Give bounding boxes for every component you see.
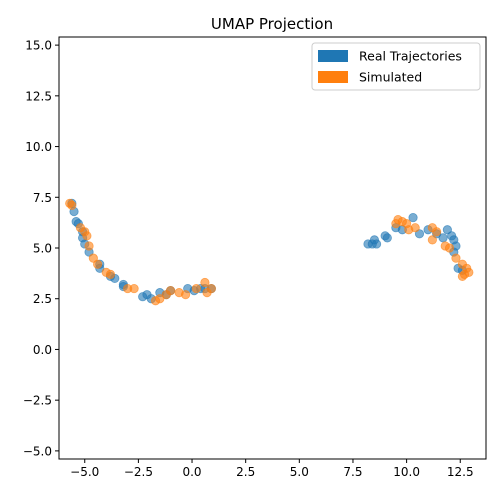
scatter-point-series-2 (105, 269, 116, 279)
scatter-point-series-2 (129, 283, 139, 294)
scatter-point-series-2 (410, 223, 420, 233)
y-tick-label: −5.0 (23, 444, 52, 458)
scatter-point-series-2 (427, 235, 437, 245)
scatter-point-series-2 (84, 241, 94, 251)
legend-box (311, 42, 481, 91)
x-tick-label: 10.0 (393, 465, 420, 479)
y-axis: −5.0 −2.5 0.0 2.5 5.0 7.5 10.0 12.5 15.0 (23, 39, 59, 458)
x-tick-label: −5.0 (70, 465, 99, 479)
scatter-point-series-2 (464, 267, 474, 277)
y-tick-label: 2.5 (33, 292, 52, 306)
scatter-point-series-2 (82, 231, 92, 241)
legend-swatch-series-1 (318, 50, 348, 62)
y-tick-label: −2.5 (23, 394, 52, 408)
scatter-point-series-2 (206, 283, 216, 294)
legend-label-series-1: Real Trajectories (359, 49, 462, 64)
scatter-point-series-2 (451, 253, 461, 263)
scatter-point-series-2 (155, 294, 165, 304)
y-tick-label: 10.0 (25, 140, 52, 154)
scatter-point-series-2 (180, 290, 191, 300)
scatter-point-series-2 (457, 271, 467, 282)
plot-area-frame (58, 36, 487, 460)
scatter-point-series-1 (371, 239, 382, 249)
scatter-point-series-1 (382, 233, 392, 243)
chart-title: UMAP Projection (211, 15, 333, 33)
x-axis: −5.0 −2.5 0.0 2.5 5.0 7.5 10.0 12.5 (70, 459, 474, 479)
y-tick-label: 0.0 (33, 343, 52, 357)
y-tick-label: 15.0 (25, 39, 52, 53)
x-tick-label: 0.0 (182, 465, 201, 479)
scatter-point-series-1 (438, 233, 448, 243)
y-tick-label: 12.5 (25, 89, 52, 103)
y-tick-label: 5.0 (33, 242, 52, 256)
scatter-point-series-2 (165, 286, 176, 296)
scatter-point-series-2 (67, 200, 77, 210)
x-tick-label: 2.5 (236, 465, 255, 479)
legend-swatch-series-2 (318, 71, 348, 83)
legend: Real Trajectories Simulated (311, 42, 481, 91)
legend-label-series-2: Simulated (359, 70, 422, 85)
x-tick-label: −2.5 (124, 465, 153, 479)
scatter-point-series-2 (432, 227, 442, 237)
y-tick-label: 7.5 (33, 191, 52, 205)
scatter-point-series-2 (200, 277, 210, 288)
x-tick-label: 7.5 (343, 465, 362, 479)
x-tick-label: 12.5 (447, 465, 474, 479)
scatter-point-series-1 (408, 212, 418, 223)
scatter-point-series-2 (93, 259, 103, 269)
x-tick-label: 5.0 (290, 465, 309, 479)
scatter-points (65, 198, 474, 306)
scatter-point-series-2 (191, 283, 201, 294)
scatter-point-series-2 (444, 243, 455, 253)
